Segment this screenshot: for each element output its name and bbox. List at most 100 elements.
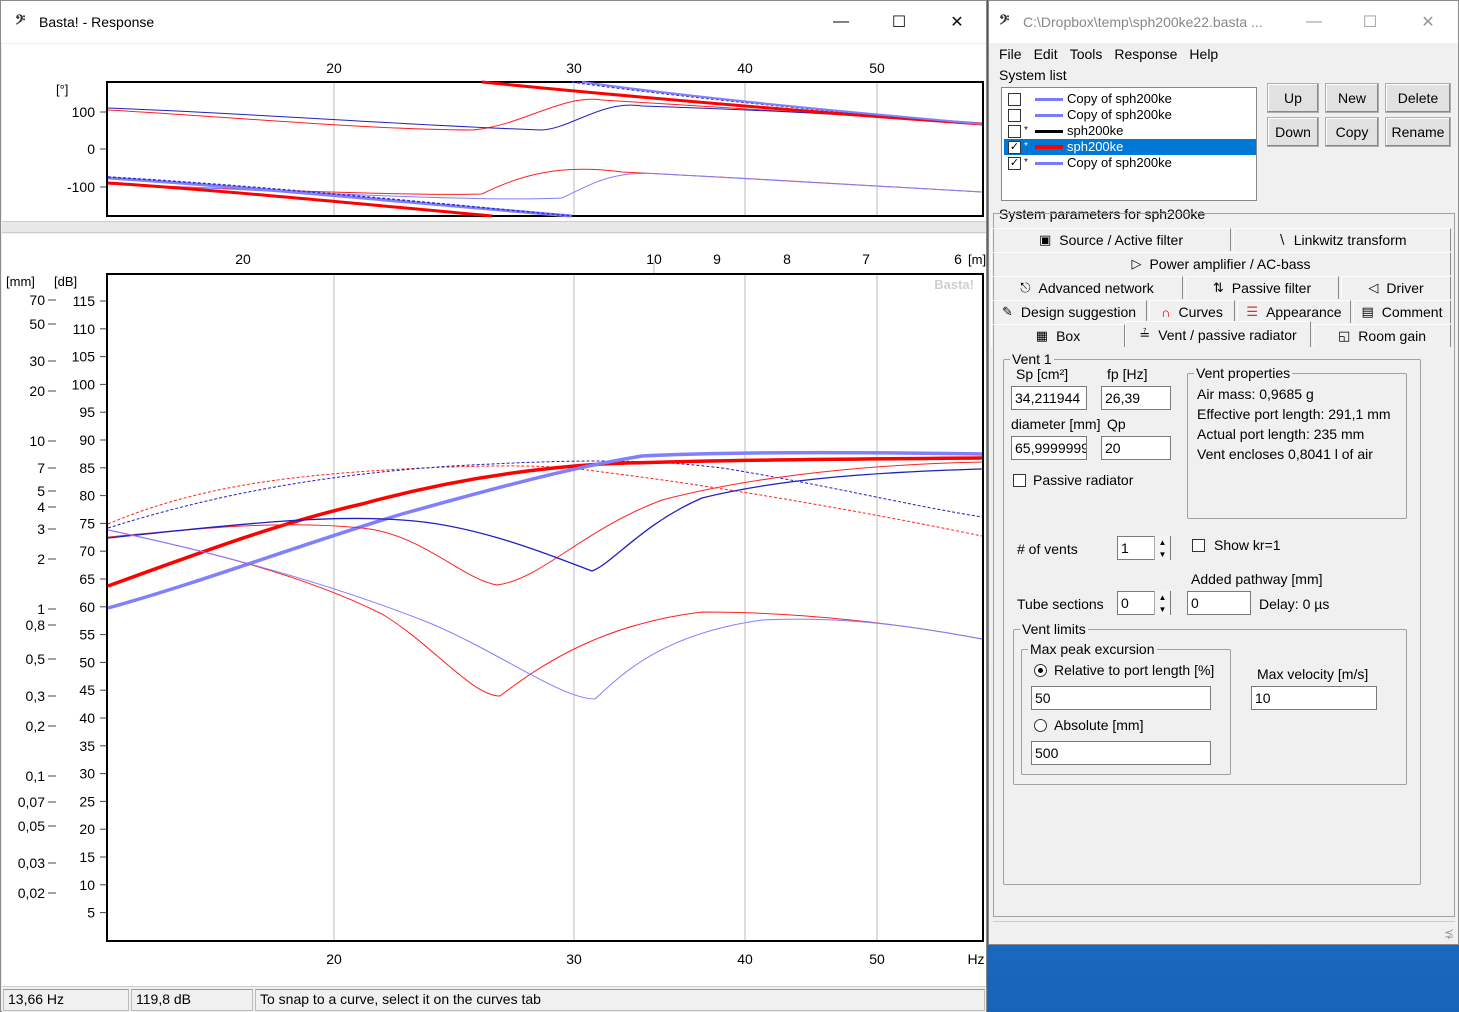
basta-watermark: Basta! — [934, 277, 974, 292]
menu-response[interactable]: Response — [1114, 46, 1178, 62]
tab-advanced-network[interactable]: ⎋ Advanced network — [991, 276, 1183, 299]
qp-input[interactable]: 20 — [1101, 436, 1171, 460]
list-item[interactable]: Copy of sph200ke — [1004, 107, 1256, 123]
show-kr-label: Show kr=1 — [1214, 537, 1281, 553]
max-peak-excursion-group: Max peak excursion — [1021, 641, 1231, 775]
phase-plot[interactable]: [°] 20 30 40 50 100 0 -100 — [2, 44, 986, 221]
status-level: 119,8 dB — [131, 989, 253, 1011]
tube-sections-spinner[interactable]: ▲ ▼ — [1154, 591, 1170, 615]
rename-button[interactable]: Rename — [1385, 117, 1451, 147]
menu-help[interactable]: Help — [1189, 46, 1219, 62]
db-tick: 25 — [79, 793, 95, 809]
comment-icon: ▤ — [1361, 304, 1374, 319]
tab-driver[interactable]: ◁ Driver — [1341, 276, 1451, 299]
delete-button[interactable]: Delete — [1385, 83, 1451, 113]
menu-edit[interactable]: Edit — [1033, 46, 1058, 62]
tab-linkwitz-transform[interactable]: ∖ Linkwitz transform — [1233, 228, 1451, 251]
tab-design-suggestion[interactable]: ✎ Design suggestion — [991, 300, 1147, 323]
main-titlebar[interactable]: 𝄢 C:\Dropbox\temp\sph200ke22.basta ... —… — [989, 1, 1458, 43]
system-checkbox-checked[interactable]: ✓ — [1008, 140, 1021, 154]
max-velocity-input[interactable]: 10 — [1251, 686, 1377, 710]
resize-grip-icon[interactable]: ⋨ — [1443, 926, 1454, 940]
list-item[interactable]: * sph200ke — [1004, 123, 1256, 139]
tube-sections-label: Tube sections — [1017, 596, 1104, 612]
mm-tick: 0,3 — [26, 688, 46, 704]
modified-marker: * — [1024, 141, 1028, 152]
tab-passive-filter[interactable]: ⇅ Passive filter — [1185, 276, 1339, 299]
down-button[interactable]: Down — [1267, 117, 1319, 147]
system-checkbox[interactable] — [1008, 108, 1021, 122]
system-checkbox[interactable] — [1008, 124, 1021, 138]
absolute-radio[interactable] — [1034, 719, 1047, 732]
added-pathway-input[interactable]: 0 — [1187, 591, 1251, 615]
relative-input[interactable]: 50 — [1031, 686, 1211, 710]
list-item[interactable]: ✓ * Copy of sph200ke — [1004, 155, 1256, 171]
minimize-icon[interactable]: — — [833, 13, 849, 30]
response-titlebar[interactable]: 𝄢 Basta! - Response — ☐ ✕ — [1, 1, 986, 43]
list-item-selected[interactable]: ✓ * sph200ke — [1004, 139, 1256, 155]
db-tick: 45 — [79, 682, 95, 698]
tab-appearance[interactable]: ☰ Appearance — [1237, 300, 1351, 323]
play-icon: ▷ — [1131, 256, 1142, 271]
menu-file[interactable]: File — [999, 46, 1022, 62]
vent-properties-label: Vent properties — [1194, 365, 1293, 381]
db-tick: 55 — [79, 627, 95, 643]
menu-tools[interactable]: Tools — [1069, 46, 1103, 62]
phase-plot-panel[interactable]: [°] 20 30 40 50 100 0 -100 — [2, 44, 986, 221]
added-pathway-label: Added pathway [mm] — [1191, 571, 1323, 587]
new-button[interactable]: New — [1325, 83, 1379, 113]
tab-power-amplifier[interactable]: ▷ Power amplifier / AC-bass — [991, 252, 1451, 275]
db-tick: 95 — [79, 404, 95, 420]
sp-input[interactable]: 34,211944 — [1011, 386, 1087, 410]
tab-curves[interactable]: ∩ Curves — [1149, 300, 1235, 323]
close-icon[interactable]: ✕ — [950, 14, 964, 31]
tab-comment[interactable]: ▤ Comment — [1353, 300, 1451, 323]
freq-tick: 50 — [869, 951, 885, 967]
tab-source-active-filter[interactable]: ▣ Source / Active filter — [991, 228, 1231, 251]
curves-icon: ∩ — [1161, 304, 1171, 320]
filter-icon: ⇅ — [1212, 280, 1224, 295]
speaker-icon: ◁ — [1368, 280, 1379, 295]
vent-icon: ≟ — [1139, 326, 1151, 342]
passive-radiator-label: Passive radiator — [1033, 472, 1134, 488]
curve-color-swatch — [1035, 113, 1063, 117]
sp-label: Sp [cm²] — [1016, 366, 1069, 382]
wavelength-tick: 10 — [646, 251, 662, 267]
maximize-icon[interactable]: ☐ — [891, 14, 907, 31]
phase-x-tick: 50 — [869, 60, 885, 76]
db-tick: 35 — [79, 738, 95, 754]
room-icon: ◱ — [1338, 328, 1351, 343]
tab-room-gain[interactable]: ◱ Room gain — [1313, 324, 1451, 347]
tab-label: Design suggestion — [1020, 304, 1137, 320]
db-tick: 90 — [79, 432, 95, 448]
wavelength-tick: 8 — [783, 251, 791, 267]
num-vents-spinner[interactable]: ▲ ▼ — [1154, 536, 1170, 560]
close-icon[interactable]: ✕ — [1421, 14, 1435, 31]
system-checkbox-checked[interactable]: ✓ — [1008, 156, 1021, 170]
diameter-input[interactable]: 65,9999999 — [1011, 436, 1087, 460]
tab-box[interactable]: ▦ Box — [991, 324, 1125, 347]
list-item[interactable]: Copy of sph200ke — [1004, 91, 1256, 107]
passive-radiator-checkbox[interactable] — [1013, 474, 1026, 487]
show-kr-checkbox[interactable] — [1192, 539, 1205, 552]
mm-tick: 0,8 — [26, 617, 46, 633]
system-listbox[interactable]: Copy of sph200ke Copy of sph200ke * sph2… — [1001, 87, 1257, 201]
vent-limits-group: Vent limits — [1013, 621, 1407, 785]
fp-input[interactable]: 26,39 — [1101, 386, 1171, 410]
main-window: 𝄢 C:\Dropbox\temp\sph200ke22.basta ... —… — [988, 0, 1459, 945]
response-plot[interactable]: 20 10 9 8 7 6 [m] [mm] [dB] 70 50 30 20 … — [2, 234, 986, 986]
response-plot-panel[interactable]: 20 10 9 8 7 6 [m] [mm] [dB] 70 50 30 20 … — [2, 234, 986, 986]
maximize-icon[interactable]: ☐ — [1362, 14, 1378, 31]
up-button[interactable]: Up — [1267, 83, 1319, 113]
tab-label: Power amplifier / AC-bass — [1149, 256, 1311, 272]
plot-splitter[interactable] — [2, 221, 986, 233]
phase-y-tick: 0 — [87, 141, 95, 157]
system-list-label: System list — [997, 67, 1069, 83]
tab-vent-passive-radiator[interactable]: ≟ Vent / passive radiator — [1125, 321, 1311, 347]
copy-button[interactable]: Copy — [1325, 117, 1379, 147]
freq-unit: Hz — [967, 951, 984, 967]
relative-radio[interactable] — [1034, 664, 1047, 677]
minimize-icon[interactable]: — — [1306, 13, 1322, 30]
system-checkbox[interactable] — [1008, 92, 1021, 106]
absolute-input[interactable]: 500 — [1031, 741, 1211, 765]
